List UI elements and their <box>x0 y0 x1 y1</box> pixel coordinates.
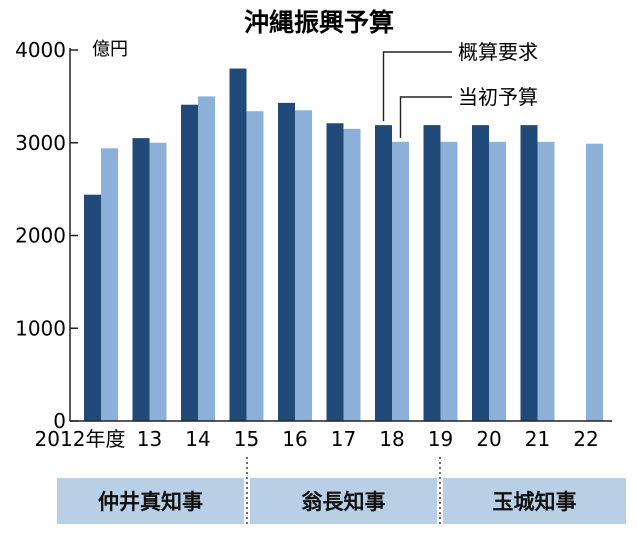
x-tick-label: 2012年度 <box>35 427 126 451</box>
governor-band-nakaima: 仲井真知事 <box>57 478 244 524</box>
y-unit-label: 億円 <box>92 39 128 60</box>
bar-initial-4 <box>295 110 312 421</box>
bar-initial-3 <box>246 111 264 421</box>
x-tick-label: 20 <box>476 427 501 451</box>
governor-label: 翁長知事 <box>301 490 386 514</box>
y-tick-label: 1000 <box>15 316 66 340</box>
x-tick-label: 13 <box>137 427 162 451</box>
bar-request-5 <box>326 123 344 422</box>
x-tick-label: 15 <box>234 427 259 451</box>
governor-band-onaga: 翁長知事 <box>250 478 437 524</box>
x-tick-label: 19 <box>428 427 453 451</box>
bar-request-9 <box>520 125 538 421</box>
bar-initial-0 <box>101 148 118 421</box>
x-tick-label: 18 <box>379 427 404 451</box>
x-tick-label: 14 <box>185 427 210 451</box>
bar-initial-7 <box>440 141 458 421</box>
bar-request-3 <box>229 68 247 422</box>
bar-initial-8 <box>489 141 506 421</box>
bar-initial-10 <box>586 143 603 422</box>
bar-request-1 <box>132 138 150 422</box>
legend-label-initial: 当初予算 <box>458 85 538 109</box>
x-tick-label: 21 <box>525 427 550 451</box>
bar-request-6 <box>375 125 392 421</box>
chart-title: 沖縄振興予算 <box>244 8 394 37</box>
governor-label: 仲井真知事 <box>98 490 203 514</box>
y-tick-label: 0 <box>53 409 66 433</box>
bar-initial-5 <box>343 128 361 421</box>
bar-request-8 <box>472 125 489 421</box>
bar-initial-2 <box>198 96 215 421</box>
governor-band-tamaki: 玉城知事 <box>443 478 626 524</box>
bar-initial-6 <box>392 141 409 421</box>
bar-request-2 <box>181 104 198 421</box>
bar-request-4 <box>278 102 295 422</box>
governor-label: 玉城知事 <box>492 490 577 514</box>
y-tick-label: 3000 <box>15 131 66 155</box>
legend-label-request: 概算要求 <box>458 40 538 64</box>
y-tick-label: 4000 <box>15 38 66 62</box>
bar-initial-1 <box>149 142 167 421</box>
bar-request-0 <box>84 194 101 421</box>
x-tick-label: 16 <box>282 427 307 451</box>
legend-leader-initial <box>399 96 452 138</box>
legend-leader-request <box>382 51 452 122</box>
x-tick-label: 22 <box>573 427 598 451</box>
bar-request-7 <box>423 125 441 421</box>
x-tick-label: 17 <box>331 427 356 451</box>
y-tick-label: 2000 <box>15 224 66 248</box>
bar-initial-9 <box>537 141 555 421</box>
